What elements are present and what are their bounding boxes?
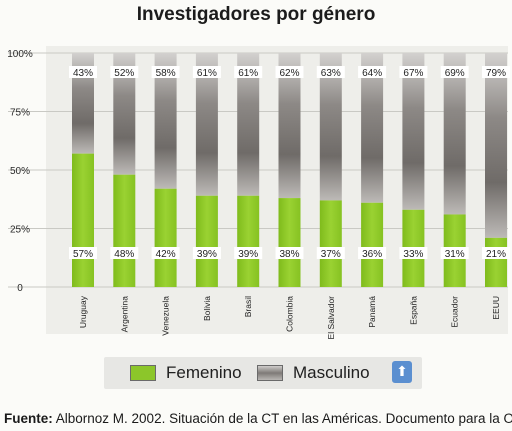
data-label-masculino: 58% (156, 68, 176, 79)
bar-masculino (195, 53, 218, 196)
x-tick-label: El Salvador (326, 296, 336, 340)
label-band (275, 66, 304, 78)
data-label-femenino: 37% (321, 249, 341, 260)
x-tick-label: Venezuela (161, 296, 171, 336)
label-band (358, 247, 387, 259)
label-band (69, 247, 97, 259)
bar-masculino (443, 53, 466, 215)
data-label-masculino: 52% (114, 68, 134, 79)
data-label-femenino: 57% (73, 249, 93, 260)
data-label-femenino: 48% (114, 249, 134, 260)
label-band (275, 247, 304, 259)
bar-masculino (237, 53, 260, 196)
label-band (234, 66, 263, 78)
data-label-masculino: 61% (197, 68, 217, 79)
label-band (316, 66, 345, 78)
data-label-femenino: 36% (362, 249, 382, 260)
label-band (110, 66, 139, 78)
data-label-masculino: 64% (362, 68, 382, 79)
x-tick-label: Argentina (119, 296, 129, 333)
label-band (440, 247, 469, 259)
data-label-masculino: 79% (486, 68, 506, 79)
data-label-femenino: 21% (486, 249, 506, 260)
x-tick-label: Uruguay (78, 295, 88, 328)
up-arrow-icon[interactable]: ⬆ (392, 361, 412, 383)
bar-femenino (154, 188, 177, 287)
bar-masculino (113, 53, 136, 175)
x-tick-label: Panamá (367, 296, 377, 328)
x-axis-labels: Uruguay Argentina Venezuela Bolivia Brasil Co… (78, 295, 501, 339)
bar-femenino (361, 202, 384, 287)
data-label-masculino: 61% (238, 68, 258, 79)
x-tick-label: Brasil (243, 296, 253, 317)
label-band (69, 66, 97, 78)
x-tick-label: Ecuador (450, 296, 460, 328)
bar-masculino (278, 53, 301, 199)
bar-femenino (278, 198, 301, 287)
x-tick-label: España (408, 296, 418, 325)
bar-femenino (113, 174, 136, 287)
bar-masculino (402, 53, 425, 210)
data-label-femenino: 33% (403, 249, 423, 260)
source-note: Fuente: Albornoz M. 2002. Situación de l… (4, 411, 512, 426)
y-tick-label: 0 (17, 283, 23, 294)
source-label: Fuente: (4, 411, 53, 426)
data-label-masculino: 69% (445, 68, 465, 79)
label-band (482, 247, 510, 259)
data-label-femenino: 31% (445, 249, 465, 260)
chart-title: Investigadores por género (136, 4, 376, 25)
data-label-masculino: 62% (279, 68, 299, 79)
label-band (151, 247, 180, 259)
legend-swatch-femenino (130, 365, 156, 381)
stacked-bar-chart: 0 25% 50% 75% 100% 43% 57% 52% 48% 58% 42% 61% 39% 6… (7, 46, 510, 339)
x-tick-label: Bolivia (202, 296, 212, 321)
x-tick-label: Colombia (285, 296, 295, 332)
label-band (482, 66, 510, 78)
label-band (399, 66, 428, 78)
bar-masculino (72, 53, 94, 154)
data-label-femenino: 42% (156, 249, 176, 260)
label-band (151, 66, 180, 78)
bar-femenino (485, 237, 507, 287)
y-axis-ticks: 0 25% 50% 75% 100% (7, 49, 33, 294)
bar-femenino (195, 195, 218, 287)
data-labels: 43% 57% 52% 48% 58% 42% 61% 39% 61% 39% 62% 38% 63% 3… (69, 66, 510, 260)
bar-masculino (485, 53, 507, 238)
bar-femenino (319, 200, 342, 287)
bar-masculino (319, 53, 342, 201)
legend-item-femenino: Femenino (130, 363, 242, 382)
data-label-masculino: 63% (321, 68, 341, 79)
y-tick-label: 75% (10, 108, 30, 119)
label-band (110, 247, 139, 259)
legend-swatch-masculino (257, 365, 283, 381)
y-tick-label: 50% (10, 166, 30, 177)
legend-label-masculino: Masculino (293, 363, 370, 382)
data-label-femenino: 39% (238, 249, 258, 260)
bar-femenino (237, 195, 260, 287)
legend: Femenino Masculino ⬆ (104, 357, 422, 389)
y-tick-label: 100% (7, 49, 33, 60)
bar-masculino (361, 53, 384, 203)
label-band (440, 66, 469, 78)
y-tick-label: 25% (10, 225, 30, 236)
label-band (399, 247, 428, 259)
label-band (358, 66, 387, 78)
bar-masculino (154, 53, 177, 189)
bar-femenino (72, 153, 94, 287)
data-label-masculino: 43% (73, 68, 93, 79)
x-tick-label: EEUU (491, 296, 501, 320)
data-label-femenino: 38% (279, 249, 299, 260)
data-label-masculino: 67% (403, 68, 423, 79)
data-label-femenino: 39% (197, 249, 217, 260)
source-text: Albornoz M. 2002. Situación de la CT en … (55, 411, 512, 426)
label-band (316, 247, 345, 259)
legend-label-femenino: Femenino (166, 363, 242, 382)
legend-item-masculino: Masculino (257, 363, 370, 382)
label-band (192, 66, 221, 78)
label-band (192, 247, 221, 259)
label-band (234, 247, 263, 259)
